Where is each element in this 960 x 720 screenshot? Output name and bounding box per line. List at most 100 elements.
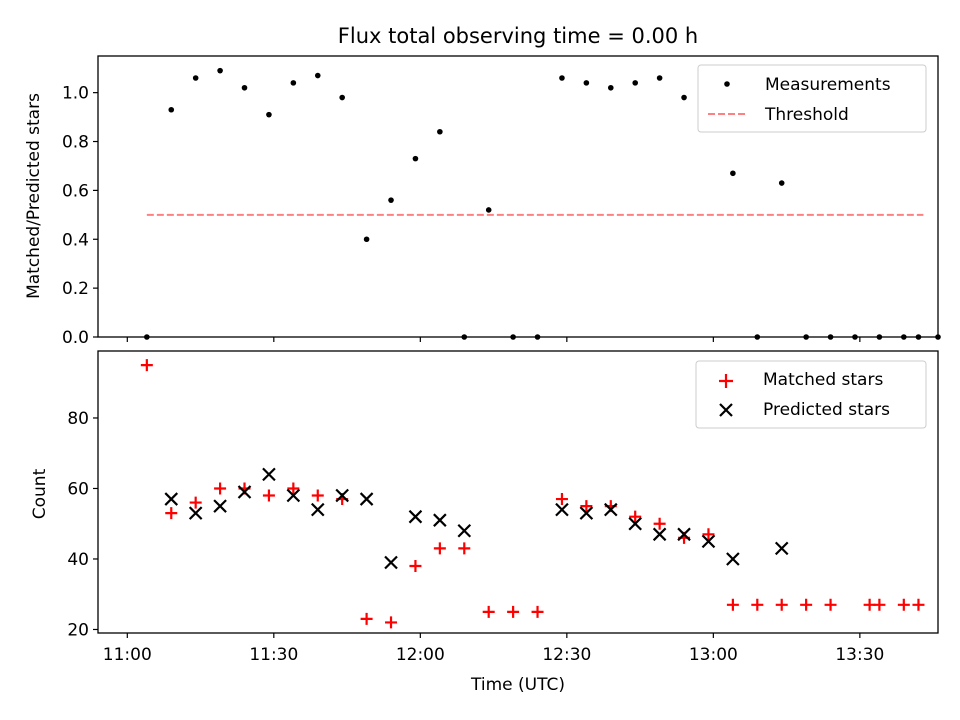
top-y-tick-label: 0.0 — [62, 328, 89, 348]
legend-threshold-label: Threshold — [764, 105, 849, 125]
measurement-point — [412, 155, 419, 162]
matched-star-point — [775, 598, 788, 611]
legend-measurements-marker — [724, 81, 730, 87]
predicted-star-point — [628, 516, 642, 531]
measurement-point — [754, 334, 761, 340]
measurement-point — [510, 334, 516, 340]
predicted-star-point — [384, 555, 398, 570]
measurement-point — [217, 67, 223, 74]
top-legend: Measurements Threshold — [697, 64, 927, 133]
predicted-star-point — [213, 499, 227, 513]
matched-star-point — [385, 616, 398, 629]
matched-star-point — [873, 598, 886, 611]
top-data-marks — [144, 67, 941, 340]
matched-star-point — [726, 598, 739, 611]
predicted-star-point — [433, 513, 447, 527]
chart-title: Flux total observing time = 0.00 h — [338, 24, 698, 48]
measurement-point — [461, 334, 468, 340]
predicted-star-point — [604, 502, 618, 517]
predicted-star-point — [701, 534, 716, 549]
measurement-point — [437, 128, 443, 135]
bottom-y-ticks: 20 40 60 80 — [67, 409, 98, 640]
measurement-point — [314, 72, 321, 79]
legend-measurements-label: Measurements — [765, 75, 891, 95]
measurement-point — [656, 75, 663, 81]
legend-matched-marker — [719, 374, 733, 388]
predicted-star-point — [408, 509, 423, 524]
measurement-point — [607, 84, 614, 91]
predicted-star-point — [579, 506, 594, 520]
bottom-x-tick-label: 12:00 — [396, 645, 445, 665]
predicted-star-point — [335, 488, 349, 503]
matched-star-point — [165, 507, 178, 520]
matched-star-point — [311, 489, 324, 502]
legend-predicted-marker — [719, 403, 733, 417]
top-y-axis-label: Matched/Predicted stars — [24, 93, 44, 299]
measurement-point — [583, 80, 590, 86]
bottom-legend: Matched stars Predicted stars — [695, 360, 927, 429]
matched-star-point — [262, 489, 275, 502]
bottom-x-ticks: 11:00 11:30 12:00 12:30 13:00 13:30 — [103, 633, 884, 665]
measurement-point — [915, 334, 922, 340]
measurement-point — [388, 197, 394, 203]
predicted-star-point — [555, 502, 569, 517]
legend-predicted-label: Predicted stars — [763, 400, 890, 420]
bottom-data-marks — [140, 359, 925, 629]
measurement-point — [730, 170, 736, 177]
measurement-point — [266, 111, 272, 118]
measurement-point — [681, 94, 687, 101]
predicted-star-point — [652, 527, 667, 542]
measurement-point — [901, 334, 907, 340]
predicted-star-point — [164, 492, 179, 506]
top-y-ticks: 0.0 0.2 0.4 0.6 0.8 1.0 — [62, 84, 98, 348]
matched-star-point — [702, 528, 715, 541]
matched-star-point — [189, 496, 202, 509]
measurement-point — [534, 334, 541, 340]
measurement-point — [363, 236, 370, 243]
matched-star-point — [433, 542, 446, 555]
measurement-point — [632, 80, 639, 86]
top-plot-frame — [97, 55, 939, 338]
measurement-point — [852, 334, 858, 340]
bottom-x-tick-label: 12:30 — [542, 645, 591, 665]
predicted-star-point — [726, 552, 740, 566]
predicted-star-point — [457, 523, 472, 538]
bottom-x-tick-label: 13:00 — [689, 645, 738, 665]
top-y-tick-label: 0.6 — [62, 181, 89, 201]
measurement-point — [559, 75, 565, 81]
top-panel: 0.0 0.2 0.4 0.6 0.8 1.0 Matched/Predicted sta… — [24, 55, 941, 348]
top-x-ticks — [126, 337, 861, 342]
bottom-y-tick-label: 60 — [67, 479, 89, 499]
matched-star-point — [912, 598, 925, 611]
measurement-point — [485, 207, 492, 213]
top-y-tick-label: 1.0 — [62, 84, 89, 104]
matched-star-point — [629, 510, 642, 523]
measurement-point — [935, 334, 941, 340]
matched-star-point — [482, 605, 495, 618]
predicted-star-point — [774, 541, 789, 556]
measurement-point — [144, 334, 150, 340]
matched-star-point — [653, 517, 666, 530]
predicted-star-point — [188, 506, 203, 520]
bottom-x-axis-label: Time (UTC) — [470, 675, 565, 695]
matched-star-point — [751, 598, 764, 611]
matched-star-point — [214, 482, 227, 495]
matched-star-point — [140, 359, 153, 372]
bottom-plot-frame — [97, 350, 939, 634]
matched-star-point — [507, 605, 520, 618]
top-y-tick-label: 0.4 — [62, 230, 89, 250]
bottom-y-tick-label: 40 — [67, 550, 89, 570]
matched-star-point — [360, 612, 373, 625]
predicted-star-point — [677, 527, 691, 542]
bottom-x-tick-label: 13:30 — [835, 645, 884, 665]
top-y-tick-label: 0.8 — [62, 133, 89, 153]
matched-star-point — [824, 598, 837, 611]
predicted-star-point — [237, 485, 252, 499]
measurement-point — [339, 94, 345, 101]
measurement-point — [241, 84, 248, 91]
bottom-y-tick-label: 80 — [67, 409, 89, 429]
measurement-point — [876, 334, 883, 340]
measurement-point — [290, 80, 297, 86]
